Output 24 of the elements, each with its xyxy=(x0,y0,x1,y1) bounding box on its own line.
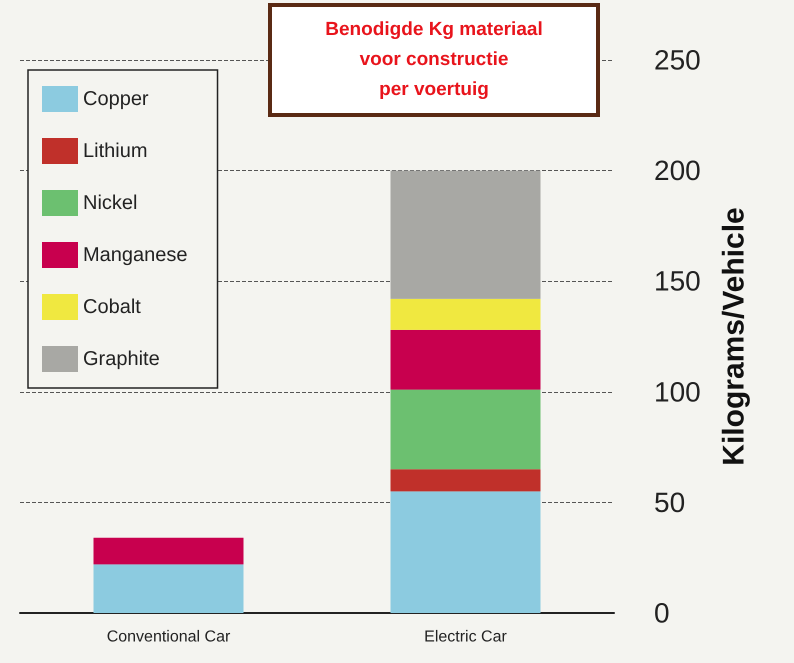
y-tick-label: 0 xyxy=(654,598,670,628)
bar xyxy=(94,564,244,613)
y-tick-label: 150 xyxy=(654,266,701,297)
y-tick-label: 50 xyxy=(654,486,686,518)
bar xyxy=(390,469,540,492)
bar xyxy=(94,538,244,564)
legend-label: Lithium xyxy=(83,140,148,162)
x-tick-label: Conventional Car xyxy=(106,628,231,646)
bar xyxy=(390,330,540,390)
bar xyxy=(390,390,540,470)
bar xyxy=(390,170,540,299)
y-tick-label: 100 xyxy=(654,376,701,408)
y-axis-title: Kilograms/Vehicle xyxy=(718,207,750,466)
legend-label: Manganese xyxy=(83,244,188,266)
y-tick-label: 250 xyxy=(654,44,701,76)
legend-label: Copper xyxy=(83,88,149,110)
title-frame: Benodigde Kg materiaal voor constructie per voertuig xyxy=(268,3,600,117)
legend-label: Nickel xyxy=(83,192,138,214)
bar xyxy=(390,298,540,330)
bar xyxy=(390,491,540,613)
x-tick-label: Electric Car xyxy=(424,628,508,646)
legend-label: Graphite xyxy=(83,348,160,370)
y-tick-label: 200 xyxy=(654,155,701,186)
legend-label: Cobalt xyxy=(83,296,142,318)
